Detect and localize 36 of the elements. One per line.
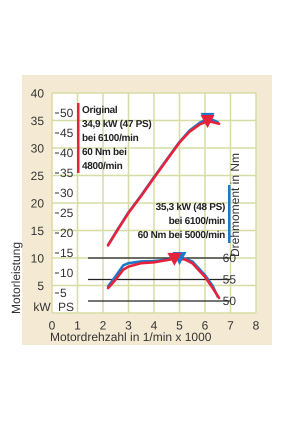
x-tick-label: 4 (150, 318, 158, 333)
annotation: 35,3 kW (48 PS) bei 6100/min 60 Nm bei 5000/min (138, 202, 226, 241)
y-axis-title: Motorleistung (9, 242, 23, 314)
y-tick-label: 30 (30, 141, 44, 156)
x-tick-label: 7 (227, 318, 234, 333)
y2-tick-label: 25 (60, 206, 74, 220)
y-tick-label: 35 (30, 114, 44, 128)
y2-axis-title: PS (58, 300, 74, 314)
y-tick-label: 15 (30, 224, 44, 238)
y2-tick-label: 20 (60, 226, 74, 240)
x-tick-label: 1 (74, 318, 82, 333)
y-tick-label: 25 (30, 168, 44, 183)
x-tick-label: 0 (48, 318, 56, 333)
y3-tick-label: 50 (222, 294, 236, 308)
x-tick-label: 5 (176, 318, 184, 333)
y2-tick-label: 45 (60, 126, 74, 140)
x-tick-label: 3 (125, 318, 132, 333)
x-tick-label: 2 (100, 318, 107, 333)
y2-tick-label: 40 (60, 146, 74, 160)
y2-tick-label: 5 (60, 286, 67, 300)
y2-tick-label: 10 (60, 266, 74, 280)
x-tick-label: 6 (202, 318, 209, 333)
y-tick-label: 40 (30, 86, 44, 100)
y-tick-label: 20 (30, 196, 44, 210)
text: Original (82, 105, 118, 116)
text: kW (33, 300, 52, 314)
y3-tick-label: 55 (222, 272, 236, 286)
x-axis-title: Motordrehzahl in 1/min x 1000 (50, 330, 212, 344)
y2-tick-label: 35 (60, 166, 74, 180)
y2-tick-label: 15 (60, 246, 74, 260)
y2-tick-label: 30 (60, 186, 74, 200)
y-tick-label: 10 (30, 251, 44, 266)
y2-tick-label: 50 (60, 106, 74, 120)
annotation: 34,9 kW (47 PS) bei 6100/min 60 Nm bei 4800/min (82, 119, 152, 172)
x-tick-label: 8 (252, 318, 260, 333)
y-tick-label: 5 (37, 278, 44, 293)
